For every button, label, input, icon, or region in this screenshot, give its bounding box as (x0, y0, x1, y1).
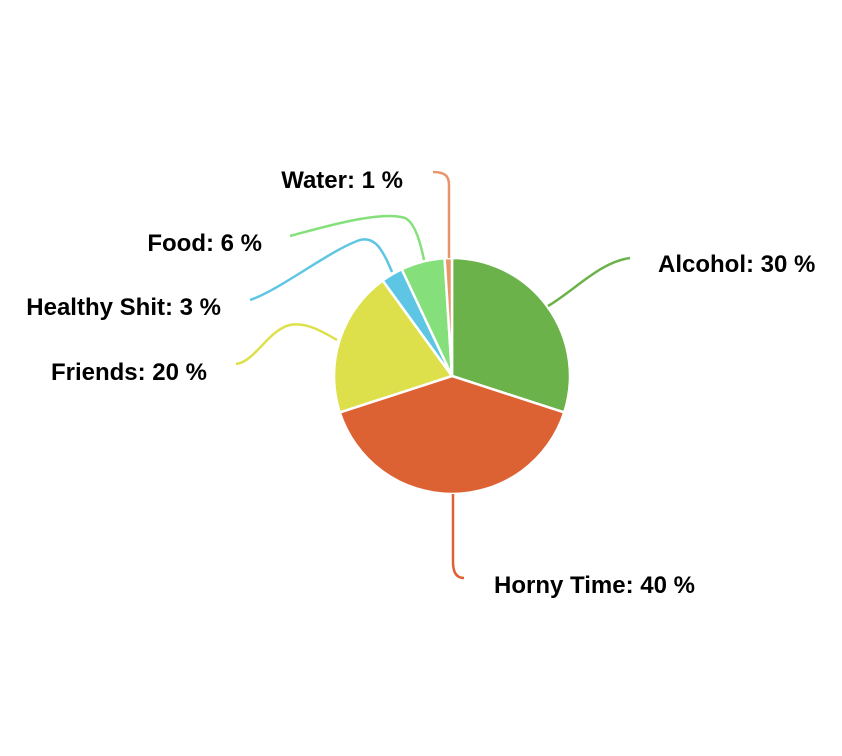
leader-line-healthy-shit (249, 238, 394, 302)
leader-lines (235, 170, 631, 580)
slice-label-healthy-shit: Healthy Shit: 3 % (26, 294, 221, 321)
pie-slice-alcohol (450, 256, 572, 415)
pie-slice-friends (332, 278, 455, 415)
pie-slices (332, 256, 572, 496)
slice-labels: Alcohol: 30 % Horny Time: 40 % Friends: 20… (26, 167, 815, 599)
leader-line-alcohol (547, 256, 631, 308)
pie-slice-water (443, 256, 454, 377)
slice-label-friends: Friends: 20 % (51, 359, 207, 386)
leader-line-horny-time (451, 494, 465, 580)
leader-line-water (432, 170, 451, 258)
pie-slice-horny-time (338, 374, 566, 496)
slice-label-food: Food: 6 % (147, 230, 262, 257)
leader-line-friends (235, 323, 338, 366)
slice-label-water: Water: 1 % (281, 167, 403, 194)
leader-line-food (289, 214, 426, 261)
slice-label-alcohol: Alcohol: 30 % (658, 251, 815, 278)
slice-label-horny-time: Horny Time: 40 % (494, 572, 695, 599)
